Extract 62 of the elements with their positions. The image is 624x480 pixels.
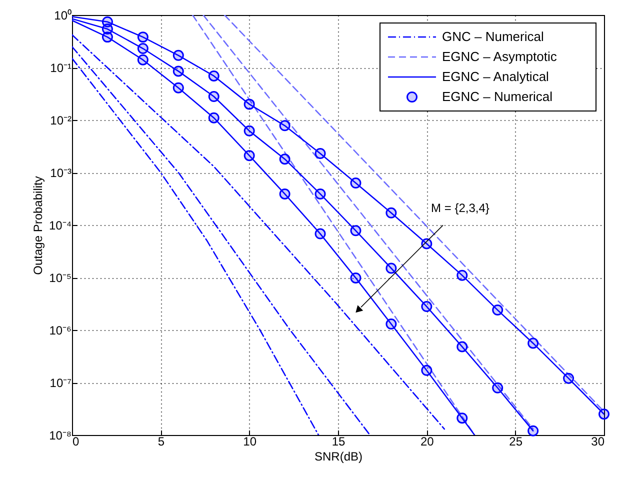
point xyxy=(208,91,220,102)
point xyxy=(279,188,290,200)
y-tick-label: 10⁻² xyxy=(50,114,72,128)
annotation: M = {2,3,4} xyxy=(431,201,490,216)
point xyxy=(492,304,504,316)
point xyxy=(386,262,397,274)
y-tick-label: 10⁰ xyxy=(54,8,72,22)
y-tick-label: 10⁻⁴ xyxy=(48,218,72,232)
y-tick-label: 10⁻⁶ xyxy=(49,324,72,338)
point xyxy=(314,228,326,240)
point xyxy=(421,364,432,376)
legend-label: EGNC – Numerical xyxy=(442,89,553,104)
point xyxy=(208,112,220,124)
point xyxy=(172,66,184,77)
point xyxy=(244,150,255,162)
point xyxy=(528,425,539,436)
point xyxy=(314,148,326,159)
y-tick-label: 10⁻¹ xyxy=(50,61,72,75)
legend-label: GNC – Numerical xyxy=(442,29,544,44)
point xyxy=(208,70,220,82)
point xyxy=(102,32,113,43)
line-series xyxy=(72,46,371,435)
point xyxy=(421,301,432,312)
legend-label: EGNC – Asymptotic xyxy=(442,49,558,64)
point xyxy=(386,207,397,218)
x-tick-label: 20 xyxy=(420,434,434,448)
point xyxy=(492,382,504,394)
point xyxy=(244,125,255,136)
y-tick-label: 10⁻⁵ xyxy=(49,271,72,285)
point xyxy=(279,120,290,132)
point xyxy=(350,225,362,236)
x-tick-label: 15 xyxy=(332,434,346,448)
point xyxy=(456,270,468,281)
y-tick-label: 10⁻³ xyxy=(50,166,72,180)
x-tick-label: 30 xyxy=(591,434,605,448)
point xyxy=(421,238,432,250)
point xyxy=(137,32,148,43)
point xyxy=(350,178,362,189)
point xyxy=(172,82,184,94)
point xyxy=(386,318,397,330)
x-tick-label: 10 xyxy=(243,434,257,448)
x-tick-label: 25 xyxy=(509,434,523,448)
x-tick-label: 5 xyxy=(158,434,165,448)
y-tick-label: 10⁻⁷ xyxy=(50,376,72,390)
point xyxy=(456,412,468,424)
point xyxy=(456,341,468,352)
x-axis-title: SNR(dB) xyxy=(314,450,363,464)
line-series xyxy=(72,58,320,435)
point xyxy=(314,188,326,200)
point xyxy=(172,50,184,61)
x-tick-label: 0 xyxy=(72,434,80,448)
point xyxy=(598,408,610,420)
y-axis-title: Outage Probability xyxy=(30,176,45,275)
point xyxy=(244,98,255,110)
point xyxy=(137,43,148,54)
point xyxy=(279,154,290,165)
point xyxy=(350,272,362,284)
y-tick-label: 10⁻⁸ xyxy=(49,428,72,442)
point xyxy=(137,54,148,66)
legend-label: EGNC – Analytical xyxy=(442,69,550,84)
point xyxy=(563,372,574,384)
point xyxy=(528,338,539,349)
